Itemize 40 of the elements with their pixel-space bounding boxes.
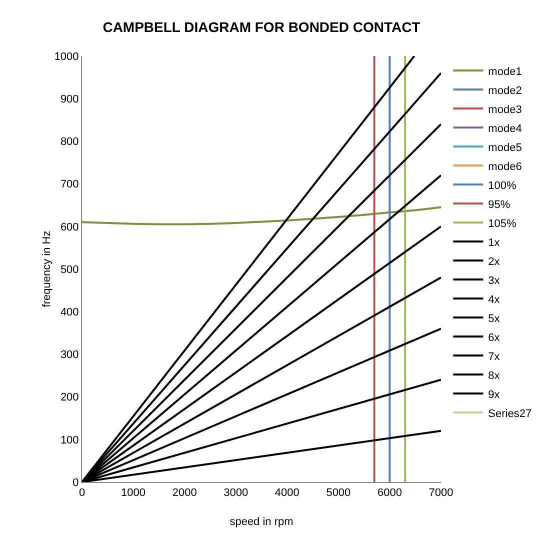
y-tick-label: 900 [60,93,79,106]
y-tick-label: 100 [60,434,79,446]
x-tick-label: 2000 [172,487,197,500]
legend-label: mode4 [488,122,522,135]
y-tick-label: 500 [60,264,79,276]
y-tick-label: 800 [60,136,79,148]
legend-label: mode6 [488,160,522,173]
legend-label: 6x [488,332,500,344]
y-tick-label: 300 [60,349,79,362]
legend-label: 2x [488,256,500,268]
legend-label: 100% [488,180,517,192]
legend-label: 4x [488,294,500,306]
x-tick-label: 1000 [121,487,146,500]
legend-label: 3x [488,274,500,287]
x-tick-label: 3000 [224,487,248,500]
y-axis-title: frequency in Hz [41,230,53,308]
x-tick-label: 7000 [428,487,454,500]
legend-label: mode2 [488,84,522,97]
chart-title: CAMPBELL DIAGRAM FOR BONDED CONTACT [102,18,421,35]
y-tick-label: 200 [60,392,79,404]
x-axis-title: speed in rpm [230,516,294,528]
x-tick-label: 5000 [326,487,351,500]
y-tick-label: 700 [60,178,79,191]
legend-label: 5x [488,312,500,325]
y-tick-label: 400 [60,306,79,318]
y-tick-label: 0 [72,476,79,489]
legend-label: 8x [488,370,500,382]
legend-label: Series27 [488,408,532,420]
x-tick-label: 6000 [377,487,402,500]
legend-label: mode5 [488,142,522,154]
x-tick-label: 4000 [274,487,300,500]
legend-label: 105% [488,218,517,230]
legend-label: mode3 [488,104,522,116]
legend-label: 7x [488,350,500,363]
legend-label: mode1 [488,66,522,78]
y-tick-label: 600 [60,221,79,234]
legend-label: 9x [488,388,500,401]
y-tick-label: 1000 [54,50,79,63]
legend-label: 95% [488,198,510,211]
legend-label: 1x [488,236,500,249]
